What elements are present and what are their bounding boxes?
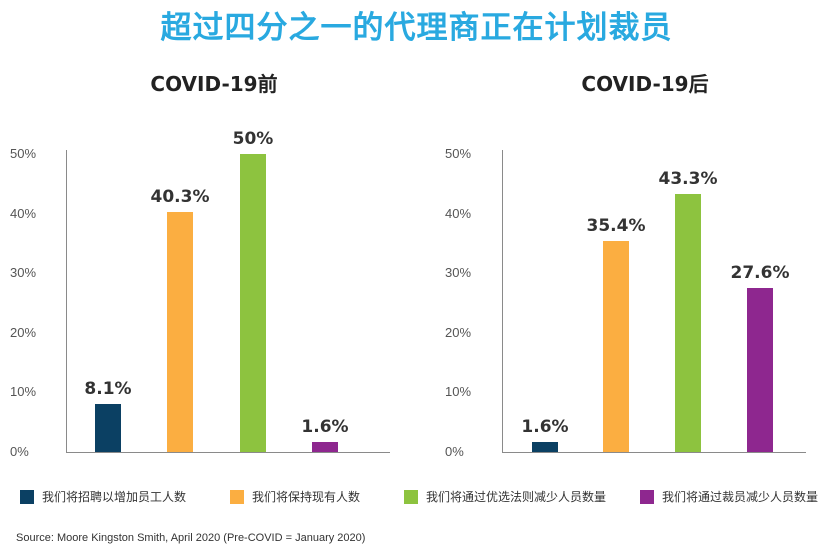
legend-label-attrition: 我们将通过优选法则减少人员数量 <box>426 490 607 504</box>
y-tick-label-after: 50% <box>445 146 472 161</box>
legend-swatch-hire <box>20 489 34 504</box>
bar-value-label-before-attrition: 50% <box>232 129 274 149</box>
bar-before-layoffs <box>312 442 338 452</box>
bar-before-hire <box>95 403 121 452</box>
y-tick-label-after: 20% <box>445 324 472 340</box>
x-axis-line-before <box>66 452 390 453</box>
y-tick-label-before: 20% <box>10 324 37 340</box>
y-tick-label-after: 0% <box>445 444 464 459</box>
bar-value-label-after-maintain: 35.4% <box>586 216 646 237</box>
bar-value-label-before-maintain: 40.3% <box>150 186 210 207</box>
legend: 我们将招聘以增加员工人数 我们将保持现有人数 我们将通过优选法则减少人员数量 我… <box>0 488 833 510</box>
bar-value-label-after-hire: 1.6% <box>521 417 569 438</box>
bar-before-maintain <box>167 211 193 452</box>
legend-label-maintain: 我们将保持现有人数 <box>252 490 361 504</box>
y-tick-label-before: 30% <box>10 265 37 281</box>
bar-after-attrition <box>675 193 701 452</box>
y-tick-label-before: 50% <box>10 146 37 161</box>
legend-swatch-maintain <box>230 489 244 504</box>
bar-after-hire <box>532 442 558 452</box>
y-axis-line-before <box>66 150 67 452</box>
legend-swatch-layoffs <box>640 489 654 504</box>
legend-item-hire: 我们将招聘以增加员工人数 <box>20 488 186 505</box>
bar-after-maintain <box>603 241 629 452</box>
source-note: Source: Moore Kingston Smith, April 2020… <box>16 532 366 544</box>
y-tick-label-before: 0% <box>10 444 29 459</box>
bar-before-attrition <box>240 154 266 452</box>
legend-item-maintain: 我们将保持现有人数 <box>230 488 360 505</box>
y-tick-label-before: 40% <box>10 205 37 221</box>
legend-label-layoffs: 我们将通过裁员减少人员数量 <box>662 490 819 504</box>
x-axis-line-after <box>502 452 806 453</box>
bar-value-label-before-hire: 8.1% <box>84 378 132 399</box>
y-tick-label-after: 10% <box>445 384 472 400</box>
panel-title-before: COVID-19前 <box>150 72 278 96</box>
y-axis-line-after <box>502 150 503 452</box>
bar-value-label-after-attrition: 43.3% <box>658 168 718 189</box>
bar-after-layoffs <box>747 287 773 452</box>
y-tick-label-after: 40% <box>445 205 472 221</box>
y-tick-label-before: 10% <box>10 384 37 400</box>
legend-label-hire: 我们将招聘以增加员工人数 <box>42 490 187 504</box>
legend-item-attrition: 我们将通过优选法则减少人员数量 <box>404 488 606 505</box>
y-tick-label-after: 30% <box>445 265 472 281</box>
chart-main-title: 超过四分之一的代理商正在计划裁员 <box>160 10 673 46</box>
bar-value-label-before-layoffs: 1.6% <box>301 417 349 438</box>
legend-swatch-attrition <box>404 489 418 504</box>
panel-title-after: COVID-19后 <box>581 72 709 96</box>
legend-item-layoffs: 我们将通过裁员减少人员数量 <box>640 488 818 505</box>
bar-value-label-after-layoffs: 27.6% <box>730 262 790 283</box>
